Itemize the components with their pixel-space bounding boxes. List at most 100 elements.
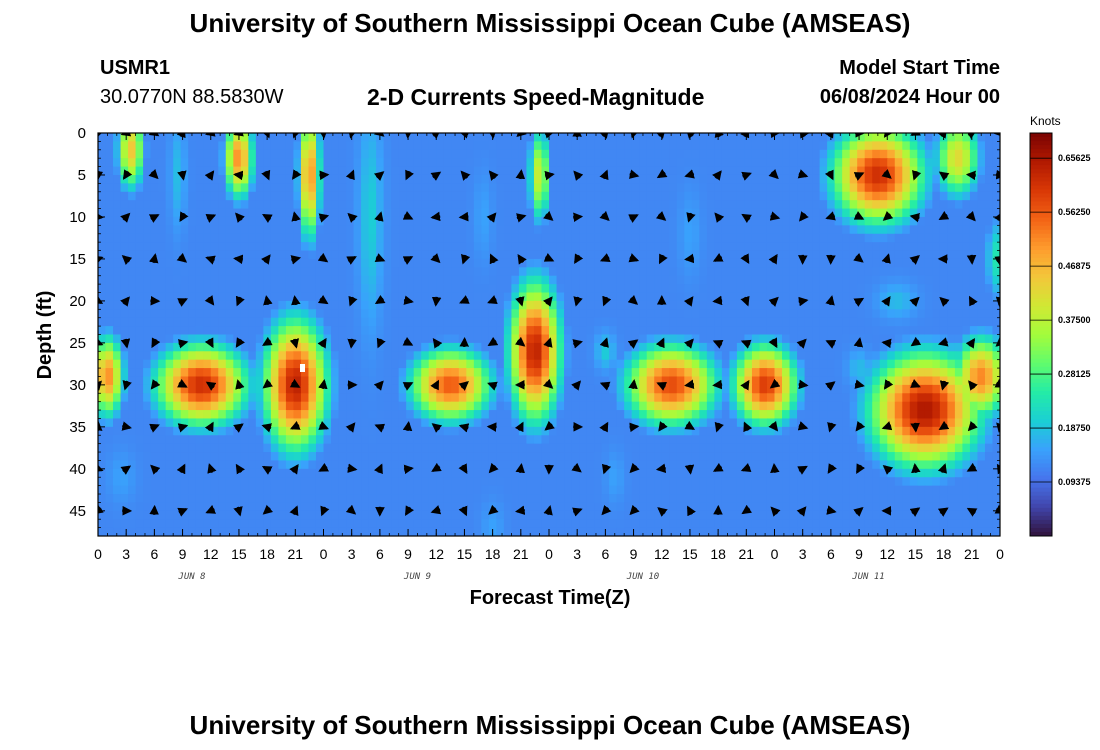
heat-cell [646,317,655,327]
heat-cell [158,250,167,260]
heat-cell [165,267,174,277]
heat-cell [661,468,670,478]
heat-cell [105,351,114,361]
heat-cell [368,460,377,470]
heat-cell [902,468,911,478]
heat-cell [834,317,843,327]
heat-cell [924,233,933,243]
heat-cell [736,284,746,294]
heat-cell [857,292,866,302]
heat-cell [511,166,520,176]
heat-cell [714,334,723,344]
heat-cell [639,166,648,176]
heat-cell [225,284,234,294]
heat-cell [676,300,685,310]
heat-cell [872,410,881,420]
heat-cell [601,200,610,210]
heat-cell [533,166,543,176]
heat-cell [541,267,550,277]
heat-cell [323,317,332,327]
heat-cell [729,351,738,361]
heat-cell [954,258,964,268]
heat-cell [278,275,287,285]
heat-cell [413,267,422,277]
heat-cell [669,376,678,386]
heat-cell [98,309,107,319]
heat-cell [812,426,821,436]
heat-cell [496,351,505,361]
heat-cell [188,435,197,445]
heat-cell [376,300,385,310]
heat-cell [782,435,791,445]
heat-cell [894,216,903,226]
heat-cell [511,443,520,453]
heat-cell [210,250,219,260]
heat-cell [797,200,806,210]
heat-cell [691,326,700,336]
heat-cell [315,443,325,453]
heat-cell [406,200,415,210]
heat-cell [947,216,956,226]
heat-cell [789,418,798,428]
heat-cell [195,477,204,487]
heat-cell [240,384,249,394]
heat-cell [421,351,430,361]
heat-cell [218,242,227,252]
heat-cell [233,225,242,235]
heat-cell [128,233,137,243]
heat-cell [744,368,753,378]
heat-cell [932,393,941,403]
heat-cell [488,284,497,294]
heat-cell [579,225,588,235]
heat-cell [977,158,986,168]
heat-cell [533,141,543,151]
heat-cell [917,401,926,411]
heat-cell [533,284,543,294]
heat-cell [240,477,249,487]
heat-cell [962,149,971,159]
heat-cell [300,309,310,319]
heat-cell [481,141,490,151]
heat-cell [173,384,182,394]
heat-cell [496,191,505,201]
heat-cell [98,368,107,378]
heat-cell [774,342,783,352]
heat-cell [736,141,746,151]
heat-cell [173,258,182,268]
heat-cell [278,342,287,352]
heat-cell [631,384,640,394]
heat-cell [751,284,761,294]
heat-cell [631,174,640,184]
heat-cell [894,351,903,361]
heat-cell [631,426,640,436]
heat-cell [361,267,370,277]
heat-cell [413,418,422,428]
heat-cell [646,191,655,201]
heat-cell [406,401,415,411]
heat-cell [969,183,979,193]
heat-cell [924,208,933,218]
heat-cell [158,216,167,226]
heat-cell [105,284,114,294]
heat-cell [917,351,926,361]
heat-cell [533,200,543,210]
heat-cell [173,334,182,344]
heat-cell [624,250,633,260]
heat-cell [714,468,723,478]
heat-cell [98,393,107,403]
heat-cell [759,401,768,411]
heat-cell [902,393,911,403]
heat-cell [263,208,272,218]
heat-cell [173,183,182,193]
heat-cell [819,460,828,470]
heat-cell [812,401,821,411]
heat-cell [714,158,723,168]
heat-cell [353,133,362,142]
heat-cell [699,174,708,184]
heat-cell [436,174,445,184]
heat-cell [413,426,422,436]
heat-cell [368,158,377,168]
heat-cell [496,149,505,159]
heat-cell [759,376,768,386]
heat-cell [759,368,768,378]
